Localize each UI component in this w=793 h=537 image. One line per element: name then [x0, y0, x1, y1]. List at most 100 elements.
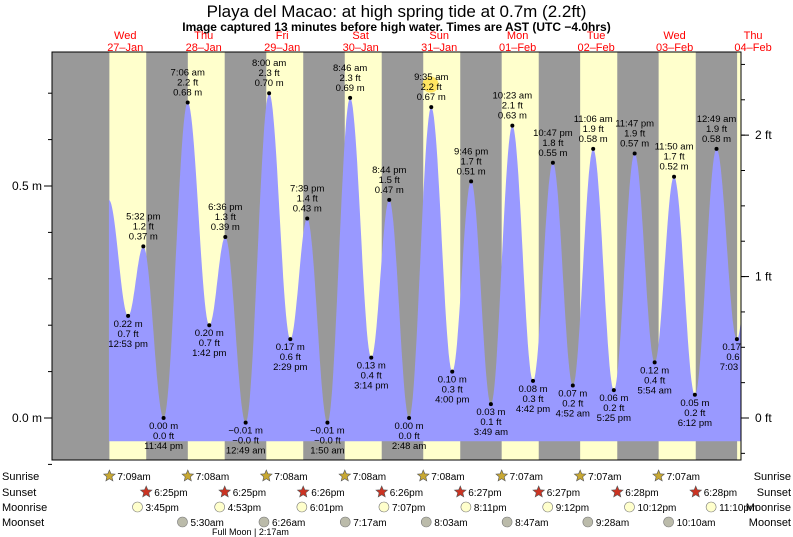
tide-label: 0.4 ft — [361, 371, 382, 382]
moonrise-icon — [705, 501, 717, 513]
sunset-icon — [375, 485, 389, 498]
tide-label: 1.2 ft — [133, 221, 154, 232]
day-header-date: 03–Feb — [656, 42, 693, 54]
tide-label: 0.70 m — [255, 78, 284, 89]
sunrise-icon — [102, 469, 116, 482]
sunset-icon — [689, 485, 703, 498]
tide-point — [207, 323, 212, 328]
sunrise-time: 7:08am — [274, 472, 307, 483]
sunset-time: 6:25pm — [233, 488, 266, 499]
moonrise-time: 7:07pm — [392, 503, 425, 514]
tide-point — [429, 105, 434, 110]
tide-label: 9:46 pm — [454, 146, 488, 157]
sunrise-icon — [338, 469, 352, 482]
tide-label: 8:46 am — [333, 63, 367, 74]
tide-point — [488, 402, 493, 407]
tide-label: 6:36 pm — [208, 202, 242, 213]
moonrise-icon — [378, 501, 390, 513]
moonrise-icon — [214, 501, 225, 513]
tide-label: 5:54 am — [637, 385, 671, 396]
tide-label: 7:03 am — [720, 362, 754, 373]
y-tick-label-m: 0.5 m — [12, 179, 42, 193]
day-header-dow: Thu — [194, 30, 213, 42]
tide-label: 0.7 ft — [118, 329, 139, 340]
day-header-dow: Tue — [587, 30, 606, 42]
tide-label: 11:47 pm — [615, 119, 654, 130]
moonrise-icon — [624, 501, 635, 513]
moonrise-time: 3:45pm — [146, 503, 179, 514]
tide-label: 0.2 ft — [603, 403, 624, 414]
chart-subtitle: Image captured 13 minutes before high wa… — [182, 20, 611, 34]
tide-label: 1.7 ft — [461, 156, 482, 167]
tide-label: 5:25 pm — [597, 413, 631, 424]
tide-label: 0.00 m — [149, 421, 178, 432]
tide-point — [672, 174, 677, 179]
tide-point — [550, 160, 555, 165]
y-tick-label-ft: 0 ft — [755, 411, 772, 425]
tide-label: 8:44 pm — [372, 165, 406, 176]
moonrise-icon — [460, 501, 472, 513]
day-header-date: 31–Jan — [421, 42, 457, 54]
day-header-date: 29–Jan — [264, 42, 300, 54]
moonset-time: 9:28am — [596, 518, 629, 529]
sunset-icon — [218, 485, 232, 498]
day-header-dow: Thu — [744, 30, 763, 42]
tide-label: 1.9 ft — [706, 124, 727, 135]
tide-label: 4:42 pm — [516, 404, 550, 415]
sunset-icon — [453, 485, 467, 498]
sunset-icon — [610, 485, 624, 498]
sunrise-time: 7:08am — [353, 472, 386, 483]
tide-point — [734, 337, 739, 342]
tide-label: 3:49 am — [474, 427, 508, 438]
day-header-date: 28–Jan — [186, 42, 222, 54]
moonset-icon — [420, 516, 432, 528]
tide-point — [305, 216, 310, 221]
y-tick-label-m: 0.0 m — [12, 411, 42, 425]
tide-label: 0.20 m — [195, 328, 224, 339]
tide-label: 0.2 ft — [684, 408, 705, 419]
sunset-time: 6:26pm — [311, 488, 344, 499]
tide-label: 0.07 m — [558, 389, 587, 400]
sunrise-time: 7:07am — [510, 472, 543, 483]
moonrise-icon — [296, 501, 308, 513]
day-header-dow: Fri — [276, 30, 289, 42]
moonrise-icon — [132, 501, 143, 513]
tide-label: 0.3 ft — [442, 385, 463, 396]
tide-label: 1.4 ft — [297, 193, 318, 204]
tide-point — [611, 388, 616, 393]
tide-point — [387, 197, 392, 202]
tide-label: 10:23 am — [493, 91, 533, 102]
tide-point — [325, 420, 330, 425]
tide-label: 11:44 pm — [144, 441, 183, 452]
tide-point — [407, 416, 412, 420]
tide-label: 1.9 ft — [624, 129, 645, 140]
tide-label: 4:00 pm — [435, 395, 469, 406]
tide-point — [591, 146, 596, 151]
tide-label: 0.43 m — [293, 203, 322, 214]
tide-label: 1.5 ft — [379, 175, 400, 186]
sunrise-time: 7:07am — [667, 472, 700, 483]
tide-label: 1.9 ft — [583, 124, 604, 135]
tide-label: 0.06 m — [599, 393, 628, 404]
tide-label: 2:48 am — [392, 441, 426, 452]
tide-label: 0.03 m — [476, 407, 505, 418]
tide-point — [288, 337, 293, 342]
tide-point — [632, 151, 637, 156]
tide-point — [714, 146, 719, 151]
tide-point — [450, 369, 455, 374]
tide-label: −0.0 ft — [232, 436, 259, 447]
row-label-right: Moonrise — [746, 502, 791, 514]
tide-point — [570, 383, 575, 388]
sunrise-time: 7:09am — [117, 472, 150, 483]
moonset-icon — [339, 516, 351, 528]
moonrise-time: 10:12pm — [637, 503, 676, 514]
moonset-icon — [663, 516, 674, 528]
tide-label: 2.2 ft — [421, 82, 442, 93]
sunset-time: 6:27pm — [547, 488, 580, 499]
tide-point — [267, 91, 272, 96]
sunset-icon — [139, 485, 153, 498]
tide-label: 3:14 pm — [354, 381, 388, 392]
sunrise-icon — [495, 469, 509, 482]
